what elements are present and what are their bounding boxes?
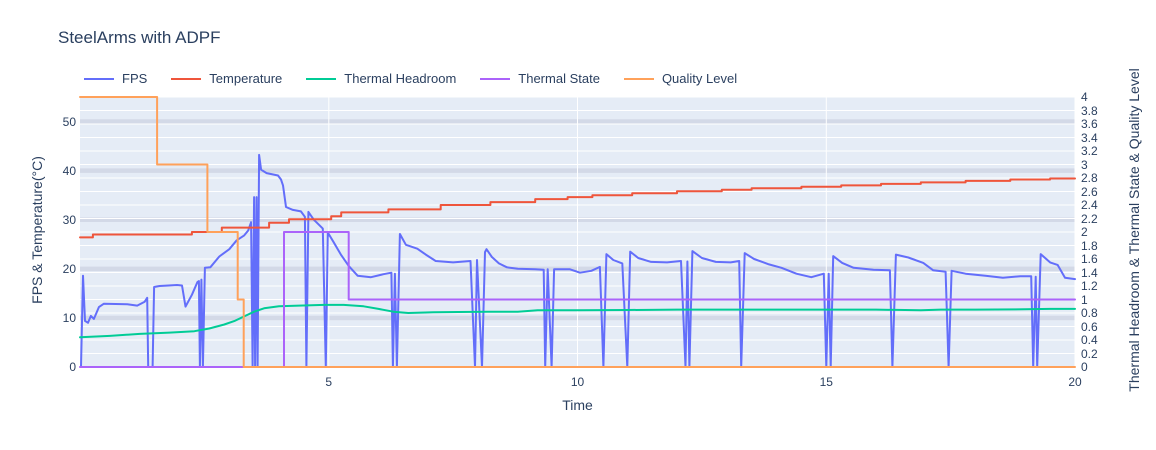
temperature-line-swatch-icon [171,77,202,80]
y-right-tick-label: 2.6 [1081,184,1098,199]
y-right-tick-label: 3 [1081,157,1088,172]
x-tick-label: 10 [570,375,585,389]
y-axis-left-title: FPS & Temperature(°C) [29,156,45,304]
y-right-tick-label: 2.4 [1081,198,1098,212]
y-right-tick-label: 3.8 [1081,103,1098,118]
y-right-tick-label: 0.2 [1081,346,1098,361]
x-tick-label: 20 [1068,375,1082,389]
y-left-tick-label: 50 [62,114,76,129]
plot-area[interactable] [79,96,1076,368]
quality-level-line-swatch-icon [623,77,654,80]
y-right-tick-label: 2.2 [1081,211,1098,226]
y-right-tick-label: 4 [1081,90,1088,104]
y-right-tick-label: 2 [1081,225,1088,239]
y-axis-right-title: Thermal Headroom & Thermal State & Quali… [1126,68,1142,392]
x-tick-label: 15 [819,375,833,389]
legend-item-temperature[interactable]: Temperature [171,71,282,86]
y-left-tick-label: 30 [62,212,76,227]
legend: FPS Temperature Thermal Headroom Thermal… [84,71,737,86]
legend-item-fps[interactable]: FPS [84,71,147,86]
y-right-tick-label: 3.6 [1081,117,1098,131]
x-tick-label: 5 [325,375,333,389]
legend-item-thermal-state[interactable]: Thermal State [480,71,600,86]
y-left-tick-label: 10 [62,310,76,325]
y-right-tick-label: 1.6 [1081,252,1098,266]
y-right-tick-label: 0.8 [1081,306,1098,320]
y-right-tick-label: 1.4 [1081,265,1098,280]
legend-label: Thermal State [518,71,600,86]
y-right-tick-label: 0 [1081,360,1088,374]
y-left-tick-label: 20 [62,261,76,276]
fps-line-swatch-icon [84,77,114,80]
thermal-state-line-swatch-icon [480,77,511,80]
y-right-tick-label: 3.2 [1081,144,1098,158]
y-right-tick-label: 0.4 [1081,333,1098,347]
legend-label: Thermal Headroom [344,71,457,86]
legend-item-quality-level[interactable]: Quality Level [623,71,738,86]
y-right-tick-label: 1.8 [1081,238,1098,253]
series-line-thermal-headroom[interactable] [79,303,1076,339]
x-axis-title: Time [562,397,593,413]
series-line-quality-level[interactable] [79,96,1076,368]
legend-item-thermal-headroom[interactable]: Thermal Headroom [306,71,456,86]
chart-title: SteelArms with ADPF [58,28,221,47]
legend-label: Temperature [209,71,283,86]
series-line-temperature[interactable] [79,177,1076,239]
y-right-tick-label: 1 [1081,292,1088,307]
y-right-tick-label: 2.8 [1081,171,1098,185]
thermal-headroom-line-swatch-icon [306,77,337,80]
y-right-tick-label: 3.4 [1081,130,1098,145]
legend-label: Quality Level [661,71,738,86]
y-left-tick-label: 40 [62,163,76,178]
y-left-tick-label: 0 [69,360,76,374]
legend-label: FPS [122,71,148,86]
y-right-tick-label: 1.2 [1081,279,1098,293]
y-right-tick-label: 0.6 [1081,319,1098,334]
